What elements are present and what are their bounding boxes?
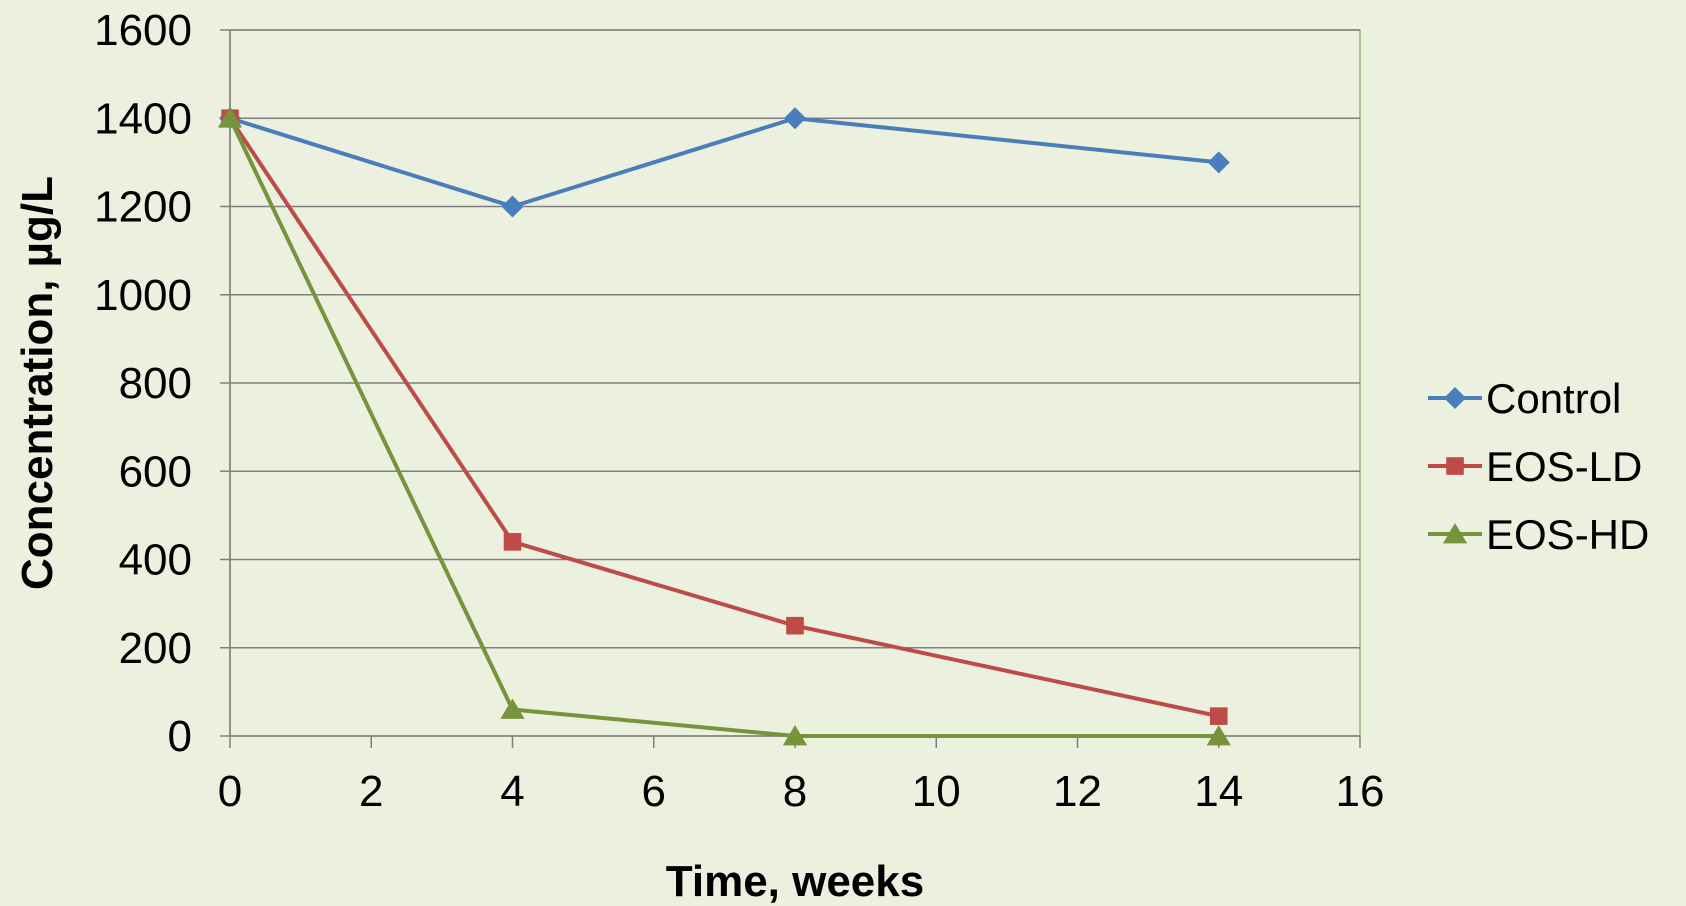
legend-item-eos-hd: EOS-HD (1428, 511, 1649, 558)
x-tick-label: 12 (1053, 767, 1102, 816)
x-tick-label: 10 (912, 767, 961, 816)
data-point-control (784, 107, 806, 130)
x-tick-label: 4 (500, 767, 524, 816)
data-point-eos-hd (217, 107, 243, 128)
y-tick-label: 800 (119, 359, 192, 408)
data-point-eos-ld (1209, 707, 1228, 725)
legend: Control EOS-LD EOS-HD (1428, 375, 1649, 558)
x-tick-label: 8 (783, 767, 807, 816)
legend-label: EOS-HD (1486, 511, 1649, 558)
x-tick-label: 16 (1336, 767, 1385, 816)
y-axis-tick-labels: 0 200 400 600 800 1000 1200 1400 1600 (94, 6, 192, 761)
data-point-control (1207, 151, 1230, 174)
data-point-eos-hd (500, 698, 525, 719)
legend-swatch-marker (1442, 523, 1468, 544)
y-tick-label: 1400 (94, 94, 192, 143)
series-eos-hd (217, 107, 1231, 746)
y-tick-label: 600 (119, 447, 192, 496)
x-tick-label: 14 (1194, 767, 1243, 816)
legend-item-eos-ld: EOS-LD (1428, 443, 1642, 490)
legend-swatch-marker (1446, 457, 1464, 475)
data-point-eos-hd (1206, 725, 1231, 746)
y-tick-label: 400 (119, 536, 192, 585)
series-line-eos-ld (228, 117, 1220, 719)
x-axis-title: Time, weeks (666, 857, 924, 906)
legend-item-control: Control (1428, 375, 1621, 422)
x-tick-label: 2 (359, 767, 383, 816)
data-point-eos-ld (786, 616, 804, 635)
y-axis-title: Concentration, µg/L (13, 176, 62, 590)
x-tick-label: 6 (642, 767, 666, 816)
data-point-eos-ld (503, 533, 522, 551)
y-tick-label: 1600 (94, 6, 192, 55)
series-control (219, 107, 1230, 218)
legend-swatch-marker (1444, 387, 1466, 409)
data-point-eos-hd (782, 725, 808, 746)
series-group (217, 107, 1231, 746)
y-tick-label: 1200 (94, 183, 192, 232)
x-tick-label: 0 (218, 767, 242, 816)
legend-label: EOS-LD (1486, 443, 1642, 490)
y-tick-label: 1000 (94, 271, 192, 320)
gridlines (230, 29, 1360, 649)
series-line-eos-hd (228, 117, 1219, 738)
y-tick-label: 0 (168, 712, 192, 761)
x-axis-tick-labels: 0 2 4 6 8 10 12 14 16 (218, 767, 1385, 816)
data-point-control (501, 195, 524, 218)
legend-label: Control (1486, 375, 1621, 422)
series-line-control (229, 116, 1219, 209)
y-tick-label: 200 (119, 624, 192, 673)
